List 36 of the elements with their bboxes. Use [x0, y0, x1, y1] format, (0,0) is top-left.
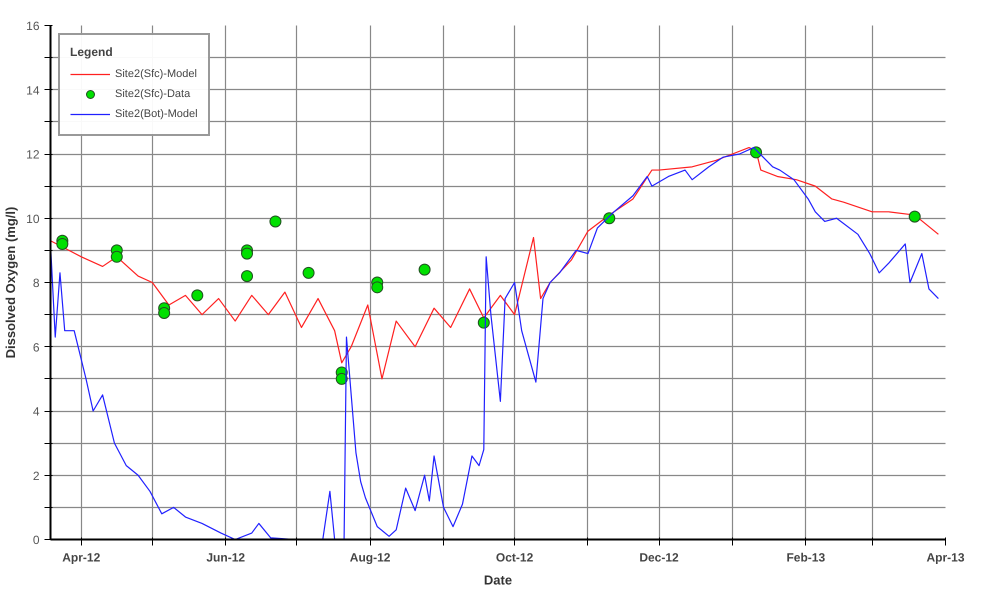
point: [336, 372, 348, 385]
point: [418, 264, 431, 276]
y-tick-label: 8: [32, 276, 40, 290]
point: [56, 238, 68, 250]
x-tick-label: Oct-12: [496, 550, 534, 564]
point: [302, 266, 315, 279]
y-tick-label: 0: [32, 533, 40, 547]
line-series: [50, 146, 939, 540]
point: [241, 248, 254, 260]
legend-label: Site2(Sfc)-Data: [115, 87, 190, 101]
y-tick-label: 4: [32, 404, 40, 418]
x-tick-label: Apr-13: [926, 550, 965, 564]
point: [158, 307, 170, 320]
y-tick-label: 16: [26, 19, 40, 33]
point: [269, 215, 282, 228]
y-axis-title: Dissolved Oxygen (mg/l): [3, 206, 18, 358]
legend-label: Site2(Bot)-Model: [115, 107, 198, 121]
x-tick-label: Apr-12: [62, 550, 101, 564]
legend-title: Legend: [70, 45, 114, 59]
x-tick-label: Feb-13: [786, 550, 826, 564]
x-axis-title: Date: [484, 572, 512, 588]
x-tick-label: Jun-12: [206, 550, 246, 564]
y-tick-label: 12: [26, 148, 40, 162]
y-tick-label: 6: [32, 340, 40, 354]
x-tick-label: Dec-12: [639, 550, 680, 564]
point: [908, 210, 921, 223]
y-tick-label: 2: [32, 468, 40, 483]
legend-label: Site2(Sfc)-Model: [115, 67, 197, 81]
point: [371, 281, 384, 294]
y-tick-label: 14: [26, 83, 40, 98]
x-tick-label: Aug-12: [350, 550, 391, 564]
y-tick-label: 10: [26, 212, 40, 226]
point: [241, 270, 254, 282]
point: [110, 250, 123, 263]
point: [191, 289, 204, 302]
line-series: [50, 146, 939, 380]
